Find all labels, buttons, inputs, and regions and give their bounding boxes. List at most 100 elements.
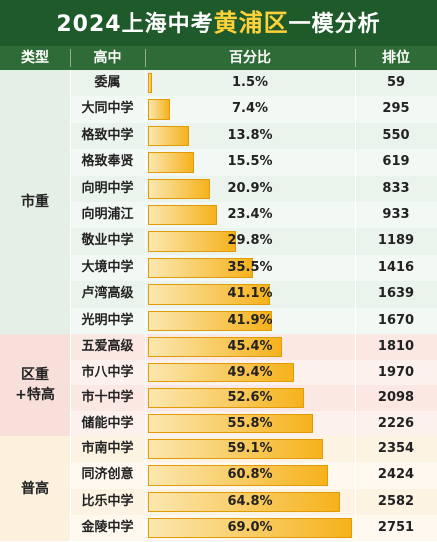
percent-cell: 55.8% [145, 411, 355, 437]
percent-value: 59.1% [227, 441, 273, 456]
percent-value: 41.1% [227, 286, 273, 302]
rank-value: 2354 [377, 441, 415, 456]
percent-cell: 1.5% [145, 70, 355, 96]
percent-value: 52.6% [227, 390, 273, 405]
school-name: 金陵中学 [81, 519, 134, 535]
percent-value: 41.9% [227, 312, 273, 328]
table-row: 市南中学 59.1% 2354 [70, 436, 437, 463]
header-divider [70, 49, 71, 67]
percent-bar [148, 465, 328, 486]
percent-cell: 20.9% [145, 176, 355, 202]
table-row: 敬业中学 29.8% 1189 [70, 228, 437, 255]
percent-bar [148, 491, 340, 512]
percent-bar [148, 337, 283, 357]
percent-bar [148, 388, 304, 408]
percent-cell: 15.5% [145, 149, 355, 175]
group-cell: 普高 [0, 436, 70, 541]
percent-value: 20.9% [227, 180, 273, 196]
percent-cell: 60.8% [145, 462, 355, 488]
percent-value: 60.8% [227, 467, 273, 483]
rank-value: 833 [382, 180, 410, 196]
school-name: 同济创意 [81, 467, 134, 483]
percent-cell: 41.1% [145, 281, 355, 307]
school-name: 市八中学 [81, 364, 134, 380]
school-name: 市南中学 [81, 441, 134, 456]
table-row: 同济创意 60.8% 2424 [70, 462, 437, 489]
school-name: 格致奉贤 [81, 154, 134, 170]
percent-bar [148, 310, 272, 331]
group-cell: 市重 [0, 70, 70, 334]
rank-value: 2424 [377, 467, 415, 483]
rank-value: 2226 [377, 415, 415, 431]
column-divider [70, 70, 71, 541]
rank-value: 1639 [377, 286, 415, 302]
header-school: 高中 [93, 50, 122, 66]
percent-value: 7.4% [231, 101, 269, 117]
percent-bar [148, 362, 295, 382]
school-name: 五爱高级 [81, 339, 134, 354]
group-cell: 区重 +特高 [0, 334, 70, 436]
percent-bar [148, 517, 353, 538]
title-suffix: 一模分析 [288, 12, 381, 37]
percent-cell: 23.4% [145, 202, 355, 228]
rank-value: 1670 [377, 312, 415, 328]
table-row: 市八中学 49.4% 1970 [70, 359, 437, 386]
table-row: 格致奉贤 15.5% 619 [70, 149, 437, 176]
percent-value: 1.5% [231, 75, 269, 90]
table-row: 光明中学 41.9% 1670 [70, 307, 437, 334]
percent-value: 64.8% [227, 493, 273, 509]
table-header: 类型 高中 百分比 排位 [0, 46, 437, 70]
table-row: 卢湾高级 41.1% 1639 [70, 281, 437, 308]
group-label: 普高 [21, 480, 49, 497]
column-divider [355, 70, 356, 541]
school-name: 市十中学 [81, 390, 134, 405]
percent-bar [148, 73, 153, 94]
table-row: 市十中学 52.6% 2098 [70, 385, 437, 411]
header-rank: 排位 [382, 50, 410, 66]
rank-value: 1970 [377, 364, 415, 380]
percent-cell: 35.5% [145, 255, 355, 281]
rank-value: 933 [382, 207, 410, 222]
percent-value: 15.5% [227, 154, 273, 170]
header-divider [355, 49, 356, 67]
school-name: 光明中学 [81, 312, 134, 328]
percent-bar [148, 231, 237, 252]
header-type: 类型 [21, 50, 49, 66]
group-label-sub: +特高 [15, 387, 55, 403]
rank-value: 1189 [377, 233, 415, 249]
school-name: 储能中学 [81, 415, 134, 431]
percent-cell: 45.4% [145, 334, 355, 360]
percent-bar [148, 178, 210, 199]
percent-bar [148, 284, 270, 305]
percent-cell: 69.0% [145, 515, 355, 541]
school-name: 格致中学 [81, 127, 134, 143]
percent-value: 55.8% [227, 415, 273, 431]
percent-cell: 59.1% [145, 436, 355, 462]
table-row: 五爱高级 45.4% 1810 [70, 334, 437, 360]
percent-value: 29.8% [227, 233, 273, 249]
percent-bar [148, 439, 323, 460]
header-percent: 百分比 [229, 50, 271, 66]
percent-cell: 64.8% [145, 489, 355, 515]
percent-cell: 13.8% [145, 123, 355, 149]
percent-value: 23.4% [227, 207, 273, 222]
page-title: 2024上海中考黄浦区一模分析 [0, 0, 437, 46]
percent-bar [148, 257, 253, 279]
title-highlight: 黄浦区 [213, 9, 289, 37]
percent-cell: 52.6% [145, 385, 355, 411]
table-row: 大境中学 35.5% 1416 [70, 254, 437, 282]
school-name: 向明浦江 [81, 207, 134, 222]
percent-value: 13.8% [227, 127, 273, 143]
school-name: 委属 [94, 75, 121, 90]
school-name: 大境中学 [81, 259, 134, 275]
percent-cell: 49.4% [145, 360, 355, 386]
percent-bar [148, 125, 189, 147]
header-divider [145, 49, 146, 67]
title-prefix: 2024上海中考 [56, 12, 214, 37]
table-body: 市重 区重 +特高 普高 委属 1.5% 59 大同中学 7.4% 295 格致中学 13.8%… [0, 70, 437, 542]
school-name: 向明中学 [81, 180, 134, 196]
percent-value: 45.4% [227, 339, 273, 354]
rank-value: 1416 [377, 259, 415, 275]
table-row: 格致中学 13.8% 550 [70, 122, 437, 150]
